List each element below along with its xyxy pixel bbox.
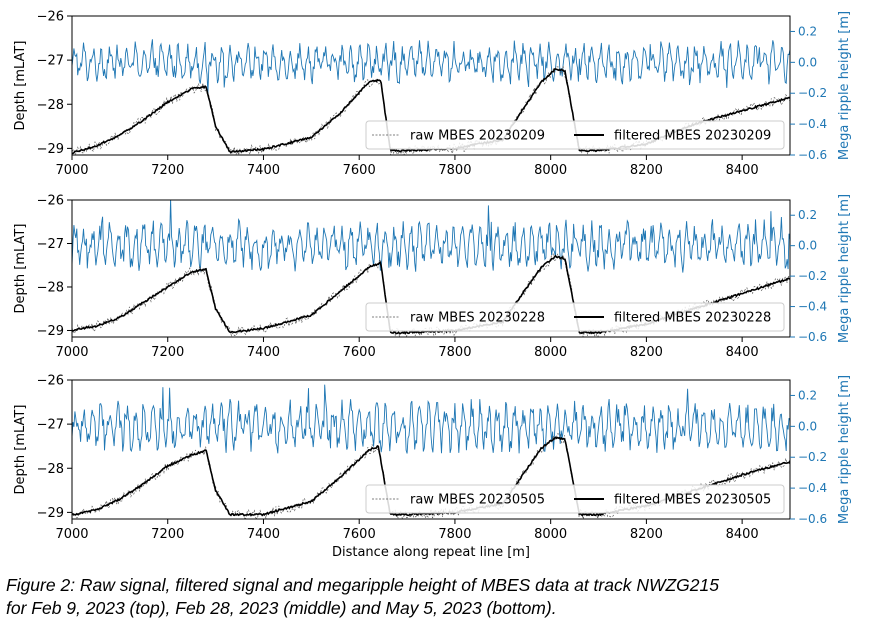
legend-filtered-label: filtered MBES 20230209 bbox=[614, 129, 771, 144]
y2-tick-label: −0.2 bbox=[798, 450, 827, 464]
y-axis-label: Depth [mLAT] bbox=[13, 224, 28, 314]
x-tick-label: 7000 bbox=[55, 163, 88, 178]
ripple-height-line bbox=[72, 39, 790, 94]
x-tick-label: 7000 bbox=[55, 345, 88, 360]
ripple-height-line bbox=[72, 384, 790, 454]
y2-tick-label: 0.0 bbox=[798, 239, 817, 253]
y-tick-label: −27 bbox=[37, 54, 64, 69]
x-tick-label: 7800 bbox=[438, 345, 471, 360]
legend-raw-label: raw MBES 20230209 bbox=[410, 129, 545, 144]
x-tick-label: 8000 bbox=[534, 527, 567, 542]
chart-panel-bottom: 7000 7200 7400 7600 7800 8000 8200 8400 −29 −28 −2… bbox=[13, 374, 852, 561]
caption-line-2: for Feb 9, 2023 (top), Feb 28, 2023 (mid… bbox=[6, 598, 557, 618]
ripple-height-line bbox=[72, 200, 790, 273]
x-tick-label: 7600 bbox=[343, 163, 376, 178]
x-tick-label: 8400 bbox=[726, 527, 759, 542]
x-tick-label: 7400 bbox=[247, 163, 280, 178]
y2-tick-label: 0.2 bbox=[798, 208, 817, 222]
x-tick-label: 8000 bbox=[534, 345, 567, 360]
y2-axis-label: Mega ripple height [m] bbox=[837, 375, 852, 524]
legend-filtered-label: filtered MBES 20230228 bbox=[614, 311, 771, 326]
y2-tick-label: 0.2 bbox=[798, 24, 817, 38]
x-axis-label: Distance along repeat line [m] bbox=[332, 545, 530, 560]
x-tick-label: 8000 bbox=[534, 163, 567, 178]
x-tick-label: 7800 bbox=[438, 163, 471, 178]
y2-tick-label: 0.0 bbox=[798, 419, 817, 433]
y2-tick-label: −0.4 bbox=[798, 300, 827, 314]
x-tick-label: 8200 bbox=[630, 345, 663, 360]
y2-tick-label: −0.2 bbox=[798, 86, 827, 100]
plot-frame bbox=[71, 15, 791, 156]
plot-frame bbox=[71, 199, 791, 338]
y-tick-label: −26 bbox=[37, 374, 64, 389]
y2-axis-label: Mega ripple height [m] bbox=[837, 11, 852, 160]
y-tick-label: −29 bbox=[37, 324, 64, 339]
legend: raw MBES 20230209 filtered MBES 20230209 bbox=[365, 120, 785, 150]
x-tick-label: 7400 bbox=[247, 527, 280, 542]
legend-raw-label: raw MBES 20230505 bbox=[410, 493, 545, 508]
y2-tick-label: 0.2 bbox=[798, 388, 817, 402]
y2-tick-label: −0.2 bbox=[798, 269, 827, 283]
y-axis-label: Depth [mLAT] bbox=[13, 405, 28, 495]
y-axis-label: Depth [mLAT] bbox=[13, 41, 28, 131]
y2-tick-label: −0.6 bbox=[798, 330, 827, 344]
x-tick-label: 8200 bbox=[630, 527, 663, 542]
y2-tick-label: −0.6 bbox=[798, 148, 827, 162]
legend: raw MBES 20230505 filtered MBES 20230505 bbox=[365, 484, 785, 514]
y2-tick-label: −0.4 bbox=[798, 481, 827, 495]
y-tick-label: −29 bbox=[37, 142, 64, 157]
x-tick-label: 7400 bbox=[247, 345, 280, 360]
x-tick-label: 7800 bbox=[438, 527, 471, 542]
x-tick-label: 7200 bbox=[151, 527, 184, 542]
x-tick-label: 7600 bbox=[343, 345, 376, 360]
y-tick-label: −27 bbox=[37, 418, 64, 433]
y2-tick-label: 0.0 bbox=[798, 55, 817, 69]
x-tick-label: 8200 bbox=[630, 163, 663, 178]
x-tick-label: 7200 bbox=[151, 163, 184, 178]
figure: 7000 7200 7400 7600 7800 8000 8200 8400 −29 −28 −2… bbox=[13, 10, 852, 561]
plot-frame bbox=[71, 379, 791, 520]
y-tick-label: −26 bbox=[37, 194, 64, 209]
y-tick-label: −28 bbox=[37, 462, 64, 477]
legend: raw MBES 20230228 filtered MBES 20230228 bbox=[365, 302, 785, 332]
x-tick-label: 8400 bbox=[726, 345, 759, 360]
y-tick-label: −28 bbox=[37, 98, 64, 113]
caption-line-1: Figure 2: Raw signal, filtered signal an… bbox=[6, 575, 719, 595]
chart-panel-middle: 7000 7200 7400 7600 7800 8000 8200 8400 −29 −28 −2… bbox=[13, 194, 852, 361]
y-tick-label: −26 bbox=[37, 10, 64, 25]
y2-axis-label: Mega ripple height [m] bbox=[837, 194, 852, 343]
x-tick-label: 7000 bbox=[55, 527, 88, 542]
x-tick-label: 8400 bbox=[726, 163, 759, 178]
legend-raw-label: raw MBES 20230228 bbox=[410, 311, 545, 326]
y-tick-label: −28 bbox=[37, 280, 64, 295]
y-tick-label: −27 bbox=[37, 237, 64, 252]
chart-panel-top: 7000 7200 7400 7600 7800 8000 8200 8400 −29 −28 −2… bbox=[13, 10, 852, 179]
y-tick-label: −29 bbox=[37, 506, 64, 521]
x-tick-label: 7200 bbox=[151, 345, 184, 360]
x-tick-label: 7600 bbox=[343, 527, 376, 542]
y2-tick-label: −0.4 bbox=[798, 117, 827, 131]
legend-filtered-label: filtered MBES 20230505 bbox=[614, 493, 771, 508]
y2-tick-label: −0.6 bbox=[798, 512, 827, 526]
figure-caption: Figure 2: Raw signal, filtered signal an… bbox=[6, 574, 874, 620]
